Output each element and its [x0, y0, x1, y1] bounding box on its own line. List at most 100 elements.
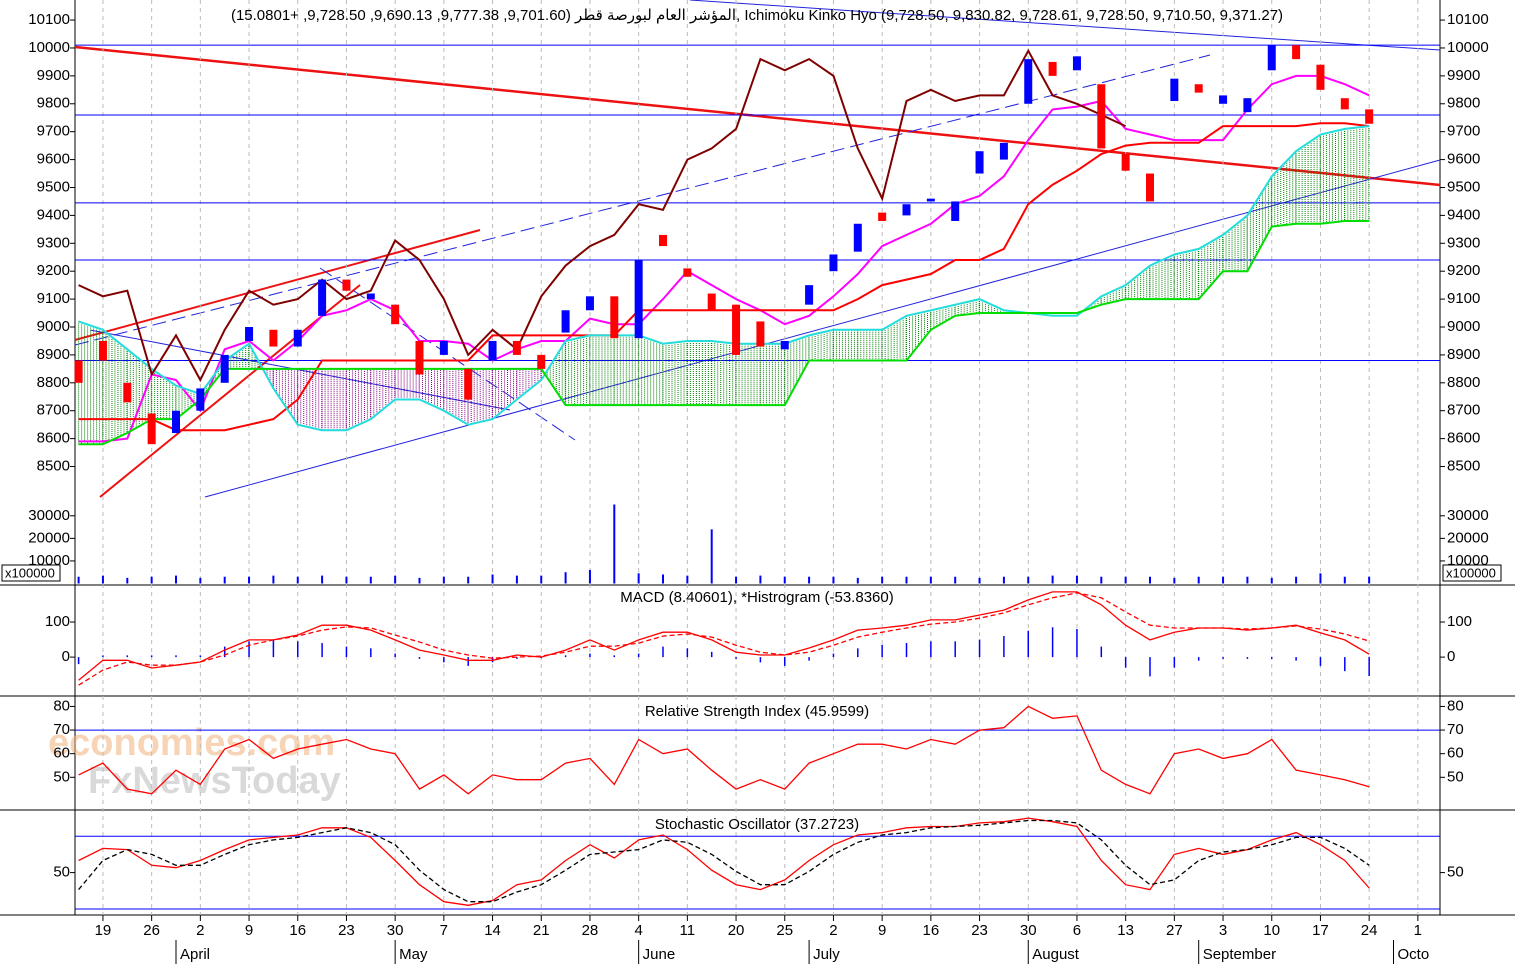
x-tick-label: 17: [1312, 922, 1329, 939]
candle: [610, 296, 619, 339]
candle: [999, 142, 1008, 160]
x-tick-label: 2: [196, 922, 204, 939]
candle: [318, 279, 327, 316]
y-tick-label: 0: [1447, 648, 1455, 665]
candle: [561, 310, 570, 333]
macd-line: [78, 592, 1370, 686]
y-tick-label: 10000: [1447, 39, 1489, 56]
y-tick-label: 30000: [28, 507, 70, 524]
y-tick-label: 9300: [37, 234, 70, 251]
macd-line: [78, 591, 1370, 681]
candle: [683, 268, 692, 277]
y-tick-label: 20000: [28, 529, 70, 546]
month-label: April: [180, 946, 210, 963]
y-tick-label: 9600: [37, 151, 70, 168]
trendline: [204, 159, 1441, 498]
candle: [1365, 109, 1374, 124]
candle: [98, 340, 107, 361]
y-tick-label: 9500: [1447, 178, 1480, 195]
candle: [269, 329, 278, 347]
candle: [123, 382, 132, 403]
candle: [975, 151, 984, 174]
x-tick-label: 30: [1020, 922, 1037, 939]
y-tick-label: 9100: [37, 290, 70, 307]
y-tick-label: 9700: [37, 123, 70, 140]
candle: [902, 204, 911, 216]
candle: [1243, 98, 1252, 113]
panel-title: Relative Strength Index (45.9599): [645, 703, 869, 720]
y-tick-label: 60: [1447, 745, 1464, 762]
x-tick-label: 9: [878, 922, 886, 939]
x-tick-label: 9: [245, 922, 253, 939]
y-tick-label: 8500: [37, 457, 70, 474]
y-tick-label: 80: [1447, 697, 1464, 714]
panel-title: MACD (8.40601), *Histrogram (-53.8360): [620, 589, 893, 606]
y-tick-label: 20000: [1447, 529, 1489, 546]
watermark: economies.com: [48, 722, 335, 764]
x-tick-label: 23: [338, 922, 355, 939]
candle: [512, 340, 521, 355]
x-tick-label: 28: [582, 922, 599, 939]
x-tick-label: 23: [971, 922, 988, 939]
candle: [1267, 45, 1276, 71]
y-tick-label: 60: [53, 745, 70, 762]
multiplier-box: [1442, 564, 1502, 582]
candle: [1340, 98, 1349, 110]
x-tick-label: 11: [680, 922, 696, 939]
y-tick-label: 70: [1447, 721, 1464, 738]
x-tick-label: 10: [1263, 922, 1280, 939]
candle: [1194, 84, 1203, 93]
candle: [829, 254, 838, 272]
month-label: July: [813, 946, 840, 963]
candle: [707, 293, 716, 311]
y-tick-label: 9000: [37, 318, 70, 335]
y-tick-label: 8800: [1447, 374, 1480, 391]
x-tick-label: 3: [1219, 922, 1227, 939]
candle: [537, 354, 546, 369]
y-tick-label: 8800: [37, 374, 70, 391]
candle: [951, 201, 960, 221]
candle: [147, 413, 156, 445]
month-label: September: [1203, 946, 1276, 963]
month-label: August: [1032, 946, 1080, 963]
y-tick-label: 9300: [1447, 234, 1480, 251]
x-tick-label: 24: [1361, 922, 1378, 939]
y-tick-label: 8700: [37, 402, 70, 419]
indicator-line: [78, 74, 1370, 443]
candle: [878, 212, 887, 221]
y-tick-label: 50: [1447, 768, 1464, 785]
candle: [853, 223, 862, 252]
candle: [293, 329, 302, 347]
y-tick-label: 50: [53, 768, 70, 785]
candle: [464, 368, 473, 400]
y-tick-label: 8700: [1447, 402, 1480, 419]
y-tick-label: 9600: [1447, 151, 1480, 168]
indicator-line: [78, 125, 1370, 432]
y-tick-label: 9200: [37, 262, 70, 279]
panel-title: Stochastic Oscillator (37.2723): [655, 816, 859, 833]
candle: [391, 304, 400, 325]
candle: [1292, 45, 1301, 60]
trendline: [74, 45, 1441, 187]
frame: [0, 0, 1515, 916]
candle: [1072, 56, 1081, 71]
candle: [342, 279, 351, 291]
candle: [1048, 61, 1057, 76]
multiplier-box: [1, 564, 61, 582]
x-tick-label: 16: [289, 922, 306, 939]
y-tick-label: 50: [1447, 864, 1464, 881]
indicator-line: [78, 122, 1370, 432]
trendlines: [74, 0, 1441, 498]
y-tick-label: 9400: [1447, 206, 1480, 223]
candle: [659, 234, 667, 247]
candle: [74, 360, 83, 383]
panel-title: المؤشر العام لبورصة قطر (9,701.60, 9,777…: [231, 7, 1283, 24]
y-tick-label: 9000: [1447, 318, 1480, 335]
candle: [732, 304, 741, 355]
candle: [1170, 78, 1179, 101]
indicator-line: [78, 220, 1370, 446]
y-tick-label: 100: [1447, 613, 1472, 630]
y-tick-label: 8500: [1447, 457, 1480, 474]
x-tick-label: 13: [1117, 922, 1134, 939]
